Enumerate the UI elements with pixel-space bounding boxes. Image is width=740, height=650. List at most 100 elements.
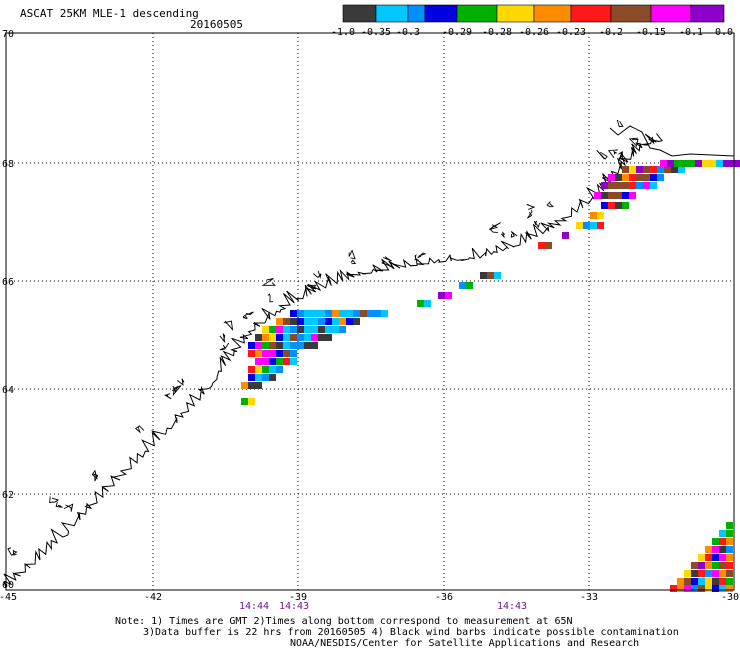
- data-cell: [311, 310, 318, 317]
- data-cell: [712, 538, 719, 545]
- data-cell: [332, 310, 339, 317]
- data-cell: [332, 318, 339, 325]
- data-cell: [276, 366, 283, 373]
- data-cell: [597, 222, 604, 229]
- data-cell: [276, 326, 283, 333]
- data-cell: [297, 318, 304, 325]
- fjord-outline: [488, 222, 501, 230]
- data-cell: [719, 578, 726, 585]
- fjord-outline: [49, 496, 60, 504]
- data-cell: [325, 326, 332, 333]
- data-cell: [615, 174, 622, 181]
- data-cell: [255, 366, 262, 373]
- data-cell: [381, 310, 388, 317]
- data-cell: [248, 342, 255, 349]
- fjord-outline: [380, 261, 392, 268]
- data-cell: [346, 318, 353, 325]
- axis-labels: 70 68 66 64 62 60-45 -42 -39 -36 -33 -30 14:44 14:43…: [0, 29, 739, 612]
- data-cell: [636, 174, 643, 181]
- data-cell: [719, 562, 726, 569]
- data-cell: [445, 292, 452, 299]
- data-cell: [705, 562, 712, 569]
- data-cell: [304, 326, 311, 333]
- figure-date: 20160505: [190, 18, 243, 31]
- colorbar-swatch: [342, 4, 377, 23]
- data-cell: [562, 232, 569, 239]
- data-cell: [698, 578, 705, 585]
- data-cell: [367, 310, 374, 317]
- fjord-outline: [55, 501, 63, 508]
- data-cell: [726, 538, 733, 545]
- latitude-label: 70: [2, 29, 14, 40]
- data-cell: [667, 160, 674, 167]
- fjord-outline: [164, 393, 172, 400]
- data-cell: [269, 358, 276, 365]
- data-cell: [545, 242, 552, 249]
- data-cell: [325, 310, 332, 317]
- data-cell: [276, 342, 283, 349]
- data-cell: [698, 585, 705, 592]
- coastline-northeast: [609, 125, 735, 157]
- data-cell: [255, 358, 262, 365]
- data-cell: [283, 326, 290, 333]
- latitude-label: 64: [2, 385, 14, 396]
- data-cell: [438, 292, 445, 299]
- fjord-outline: [607, 149, 618, 159]
- data-cells: [241, 160, 740, 592]
- data-cell: [712, 578, 719, 585]
- fjord-outline: [171, 385, 179, 394]
- data-cell: [670, 585, 677, 592]
- data-cell: [737, 160, 740, 167]
- fjord-outline: [417, 252, 427, 259]
- colorbar-swatch: [610, 4, 652, 23]
- fjord-outline: [618, 151, 623, 161]
- fjord-outline: [596, 149, 608, 160]
- data-cell: [297, 334, 304, 341]
- data-cell: [353, 310, 360, 317]
- data-cell: [297, 310, 304, 317]
- data-cell: [290, 310, 297, 317]
- data-cell: [318, 318, 325, 325]
- data-cell: [712, 554, 719, 561]
- data-cell: [691, 562, 698, 569]
- figure-title: ASCAT 25KM MLE-1 descending: [20, 7, 199, 20]
- data-cell: [304, 342, 311, 349]
- data-cell: [601, 192, 608, 199]
- data-cell: [691, 570, 698, 577]
- data-cell: [657, 166, 664, 173]
- data-cell: [636, 182, 643, 189]
- data-cell: [691, 585, 698, 592]
- fjord-outline: [510, 231, 518, 238]
- data-cell: [269, 366, 276, 373]
- fjord-outline: [307, 284, 317, 290]
- data-cell: [590, 222, 597, 229]
- fjord-outline: [177, 378, 185, 386]
- data-cell: [615, 182, 622, 189]
- data-cell: [681, 160, 688, 167]
- data-cell: [629, 166, 636, 173]
- data-cell: [705, 585, 712, 592]
- data-cell: [601, 182, 608, 189]
- data-cell: [311, 334, 318, 341]
- data-cell: [283, 350, 290, 357]
- data-cell: [248, 398, 255, 405]
- map-frame: [5, 32, 735, 591]
- data-cell: [255, 334, 262, 341]
- data-cell: [684, 570, 691, 577]
- data-cell: [629, 174, 636, 181]
- data-cell: [677, 578, 684, 585]
- data-cell: [716, 160, 723, 167]
- fjord-outline: [219, 342, 230, 351]
- data-cell: [594, 192, 601, 199]
- fjord-outline: [63, 503, 74, 512]
- data-cell: [262, 334, 269, 341]
- longitude-label: -30: [721, 592, 739, 603]
- fjord-outline: [525, 203, 535, 210]
- greenland-coastline: [3, 133, 663, 589]
- data-cell: [726, 546, 733, 553]
- fjord-outline: [546, 201, 554, 208]
- latitude-label: 60: [2, 580, 14, 591]
- data-cell: [719, 570, 726, 577]
- data-cell: [643, 174, 650, 181]
- data-cell: [719, 538, 726, 545]
